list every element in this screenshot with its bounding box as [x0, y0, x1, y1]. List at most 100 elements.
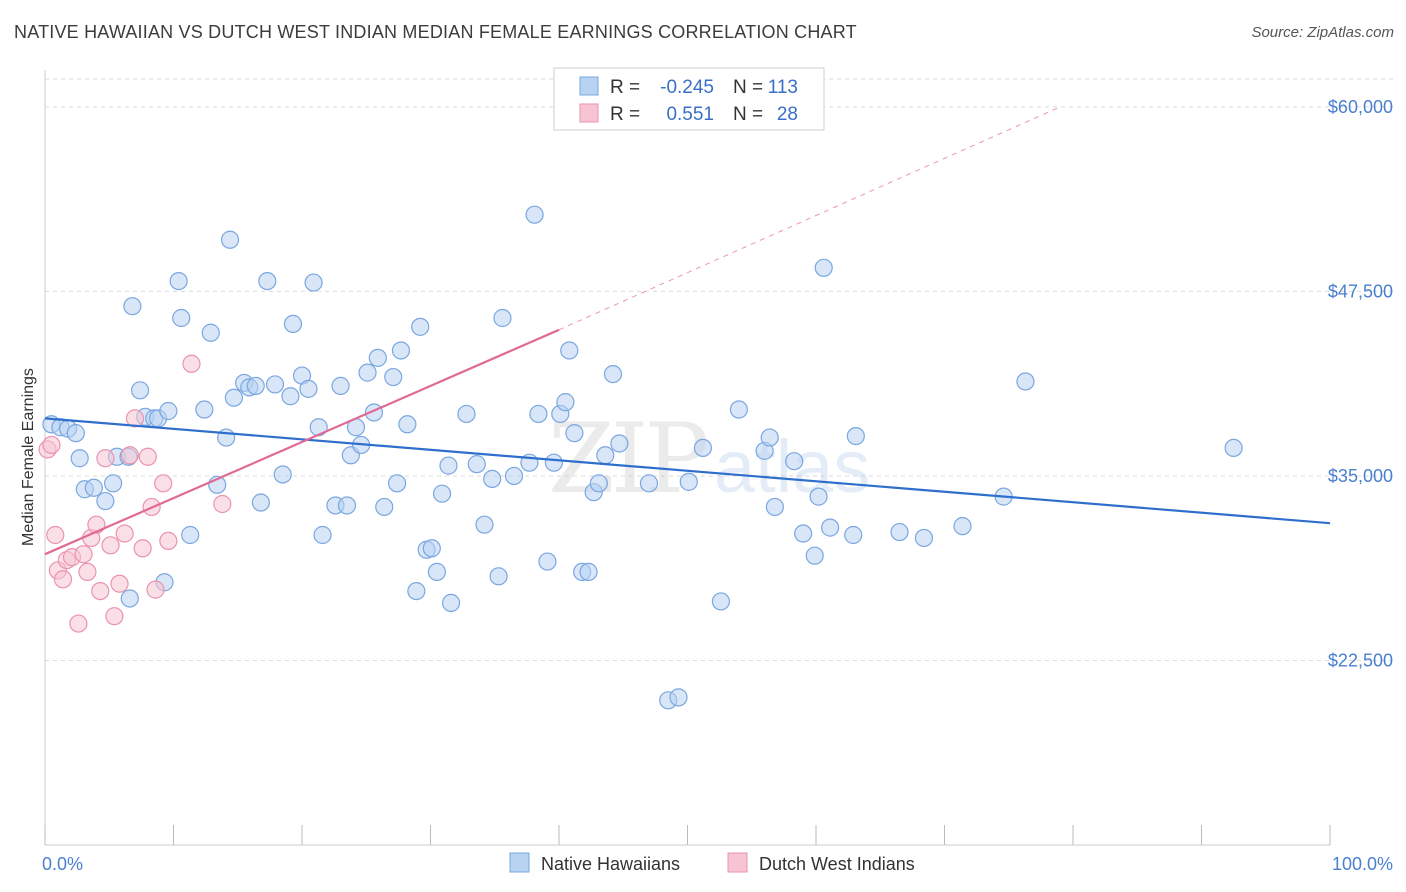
data-point-native-hawaiian — [427, 562, 447, 582]
trend-lines — [44, 106, 1331, 556]
y-tick-label: $60,000 — [1328, 97, 1393, 117]
data-point-native-hawaiian — [439, 456, 458, 475]
data-point-native-hawaiian — [84, 478, 103, 497]
data-point-native-hawaiian — [844, 525, 863, 545]
data-point-native-hawaiian — [579, 562, 598, 582]
bottom-legend-swatch-pink — [727, 852, 748, 873]
bottom-legend-label-2: Dutch West Indians — [759, 854, 915, 874]
legend-swatch-blue — [579, 76, 599, 96]
data-point-native-hawaiian — [679, 472, 698, 491]
data-point-native-hawaiian — [337, 496, 357, 515]
data-point-native-hawaiian — [814, 258, 833, 277]
data-point-dutch-west-indian — [146, 580, 165, 599]
data-point-native-hawaiian — [693, 438, 713, 458]
data-point-native-hawaiian — [358, 363, 377, 382]
data-point-dutch-west-indian — [133, 539, 152, 558]
data-point-native-hawaiian — [130, 381, 150, 400]
x-tick-labels: 0.0% 100.0% — [42, 854, 1393, 874]
series-legend: Native Hawaiians Dutch West Indians — [509, 852, 915, 874]
legend-n-label-1: N = — [733, 77, 763, 98]
legend-r-label-1: R = — [610, 77, 640, 98]
data-point-native-hawaiian — [224, 388, 243, 407]
data-point-native-hawaiian — [181, 525, 200, 545]
data-point-native-hawaiian — [313, 525, 332, 545]
data-point-native-hawaiian — [565, 424, 584, 443]
grid-lines — [45, 78, 1395, 661]
data-point-native-hawaiian — [711, 592, 731, 611]
watermark-zip: ZIP — [548, 403, 707, 515]
data-point-dutch-west-indian — [53, 570, 73, 589]
y-tick-labels: $22,500 $35,000 $47,500 $60,000 — [1328, 97, 1393, 671]
data-point-native-hawaiian — [273, 465, 292, 484]
data-point-native-hawaiian — [432, 484, 452, 503]
data-point-native-hawaiian — [914, 528, 934, 548]
series-dutch-west-indians — [38, 354, 232, 633]
data-point-native-hawaiian — [246, 376, 265, 396]
data-point-native-hawaiian — [457, 404, 476, 424]
data-point-dutch-west-indian — [159, 531, 178, 551]
data-point-native-hawaiian — [809, 487, 828, 506]
data-point-native-hawaiian — [120, 589, 139, 608]
data-point-native-hawaiian — [441, 593, 461, 613]
data-point-native-hawaiian — [596, 446, 615, 465]
data-point-native-hawaiian — [729, 400, 749, 419]
legend-r-value-1: -0.245 — [660, 77, 714, 98]
correlation-legend: R = -0.245 N = 113 R = 0.551 N = 28 — [553, 67, 825, 131]
data-point-native-hawaiian — [760, 428, 779, 447]
data-point-native-hawaiian — [475, 515, 494, 534]
y-tick-label: $35,000 — [1328, 466, 1393, 486]
data-point-native-hawaiian — [384, 367, 403, 387]
data-point-dutch-west-indian — [74, 545, 93, 564]
data-point-native-hawaiian — [890, 522, 909, 542]
x-tick-label: 0.0% — [42, 854, 83, 874]
data-point-native-hawaiian — [483, 469, 502, 489]
data-point-dutch-west-indian — [138, 447, 157, 466]
data-point-dutch-west-indian — [101, 536, 120, 555]
legend-r-label-2: R = — [610, 104, 640, 125]
trend-line-dutch-west-indians — [44, 328, 560, 556]
source-credit: Source: ZipAtlas.com — [1251, 24, 1394, 41]
data-point-native-hawaiian — [331, 376, 350, 396]
data-point-native-hawaiian — [398, 415, 417, 434]
data-point-native-hawaiian — [391, 341, 411, 360]
data-point-native-hawaiian — [96, 491, 115, 511]
data-point-native-hawaiian — [603, 364, 623, 384]
chart-title: NATIVE HAWAIIAN VS DUTCH WEST INDIAN MED… — [14, 22, 857, 42]
data-point-native-hawaiian — [556, 393, 575, 412]
data-point-native-hawaiian — [258, 271, 277, 291]
data-point-dutch-west-indian — [91, 581, 110, 601]
data-point-native-hawaiian — [159, 401, 178, 421]
data-point-native-hawaiian — [525, 205, 544, 224]
data-point-native-hawaiian — [387, 474, 407, 493]
legend-n-value-2: 28 — [777, 104, 798, 125]
data-point-native-hawaiian — [195, 400, 214, 419]
data-point-native-hawaiian — [493, 308, 512, 328]
data-point-native-hawaiian — [610, 434, 629, 453]
data-point-dutch-west-indian — [182, 354, 201, 373]
data-point-native-hawaiian — [1016, 372, 1035, 391]
data-point-native-hawaiian — [422, 539, 441, 558]
data-point-dutch-west-indian — [120, 446, 139, 465]
data-point-native-hawaiian — [504, 466, 524, 486]
trend-line-extension-dutch-west-indians — [558, 106, 1061, 331]
data-point-native-hawaiian — [123, 297, 142, 316]
data-point-native-hawaiian — [407, 581, 426, 601]
data-point-native-hawaiian — [368, 348, 387, 367]
data-point-native-hawaiian — [304, 273, 323, 292]
data-point-dutch-west-indian — [213, 494, 232, 514]
data-point-native-hawaiian — [283, 314, 303, 334]
data-point-dutch-west-indian — [96, 449, 115, 468]
data-point-native-hawaiian — [765, 497, 784, 517]
y-axis-label: Median Female Earnings — [20, 368, 37, 546]
data-point-native-hawaiian — [560, 341, 579, 360]
data-point-native-hawaiian — [375, 497, 394, 517]
data-point-native-hawaiian — [589, 474, 608, 493]
data-point-native-hawaiian — [411, 317, 430, 336]
data-point-native-hawaiian — [529, 404, 548, 424]
y-tick-label: $47,500 — [1328, 281, 1393, 301]
data-point-native-hawaiian — [281, 387, 300, 406]
data-point-dutch-west-indian — [78, 562, 97, 582]
data-point-dutch-west-indian — [46, 525, 65, 545]
data-point-native-hawaiian — [794, 524, 813, 543]
